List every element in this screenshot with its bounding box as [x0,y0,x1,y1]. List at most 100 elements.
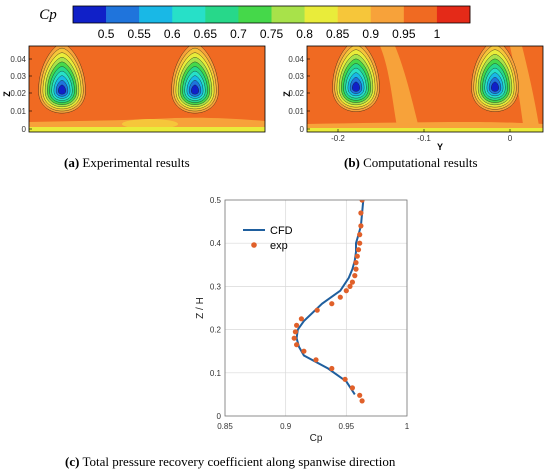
legend-label-cfd: CFD [270,225,293,237]
colorbar-swatch [337,6,372,23]
colorbar-swatch [304,6,338,23]
contour-b-ylabel: Z [282,91,292,97]
xtick-label: -0.2 [331,134,345,143]
colorbar: 0.5 0.55 0.6 0.65 0.7 0.75 0.8 0.85 0.9 0.95 1 [72,5,471,41]
chart-xlabel: Cp [310,433,323,444]
colorbar-swatch [271,6,305,23]
vortex-right [171,46,219,114]
data-point-exp [337,294,343,300]
contour-streak [510,46,540,132]
vortex-left [332,46,380,112]
colorbar-swatch [370,6,405,23]
data-point-exp [343,288,349,294]
colorbar-tick-label: 0.55 [127,27,151,41]
caption-c-text: Total pressure recovery coefficient alon… [79,454,396,469]
colorbar-tick-label: 0.5 [98,27,115,41]
caption-a-text: Experimental results [79,155,190,170]
colorbar-swatch [106,6,140,23]
caption-c: (c) Total pressure recovery coefficient … [65,454,395,470]
contour-wall-band [29,127,265,132]
data-point-exp [347,283,353,289]
contour-lower-lobe [122,119,178,129]
contour-a-yticks: 0.04 0.03 0.02 0.01 0 [10,55,32,134]
contour-panel-experimental: Z 0.04 0.03 0.02 0.01 0 [2,45,266,134]
contour-a-ylabel: Z [2,91,12,97]
colorbar-swatch [403,6,438,23]
xtick-label: 0 [508,134,513,143]
colorbar-tick-label: 0.75 [260,27,284,41]
contour-b-ticks: 0.04 0.03 0.02 0.01 0 -0.2 -0.1 0 [288,55,512,143]
xtick-label: 0.85 [217,422,233,431]
data-point-exp [358,223,364,229]
data-point-exp [313,357,319,363]
colorbar-tick-label: 1 [434,27,441,41]
xtick-label: -0.1 [417,134,431,143]
colorbar-swatch [139,6,173,23]
ytick-label: 0.02 [10,89,26,98]
data-point-exp [357,240,363,246]
vortex-left [38,46,86,114]
caption-b: (b) Computational results [344,155,478,171]
colorbar-swatch [205,6,239,23]
data-point-exp [298,316,304,322]
ytick-label: 0.2 [210,326,222,335]
colorbar-title: Cp [39,7,57,23]
ytick-label: 0.1 [210,369,222,378]
ytick-label: 0.03 [288,72,304,81]
ytick-label: 0.01 [288,107,304,116]
ytick-label: 0.01 [10,107,26,116]
ytick-label: 0.4 [210,239,222,248]
vortex-right [471,46,519,112]
ytick-label: 0 [217,412,222,421]
chart-ticks: 0.85 0.9 0.95 1 0 0.1 0.2 0.3 0.4 0.5 [210,196,410,431]
colorbar-swatch [73,6,107,23]
data-point-exp [329,365,335,372]
ytick-label: 0.3 [210,282,222,291]
data-point-exp [354,253,360,259]
xtick-label: 0.9 [280,422,292,431]
data-point-exp [294,342,300,348]
data-point-exp [355,247,362,253]
ytick-label: 0.04 [288,55,304,64]
ytick-label: 0 [22,125,27,134]
data-point-exp [359,398,365,404]
contour-panel-computational: Z Y 0.04 0.03 0.02 0.01 0 -0.2 -0.1 0 [282,45,544,152]
data-point-exp [314,307,320,313]
contour-level [352,81,360,92]
data-point-exp [349,385,355,391]
ytick-label: 0.5 [210,196,222,205]
contour-b-xlabel: Y [437,142,443,152]
ytick-label: 0.03 [10,72,26,81]
contour-level [58,84,66,95]
contour-level [191,84,199,95]
caption-b-label: (b) [344,155,360,170]
colorbar-tick-label: 0.9 [362,27,379,41]
data-point-exp [291,335,297,341]
contour-frame [306,45,544,133]
data-point-exp [292,329,298,335]
data-point-exp [357,392,363,398]
data-point-exp [301,348,307,354]
plot-frame [224,199,408,417]
data-point-exp [349,279,355,285]
colorbar-tick-label: 0.65 [194,27,218,41]
colorbar-tick-label: 0.85 [326,27,350,41]
data-point-exp [342,376,348,382]
chart-ylabel: Z / H [195,297,206,319]
ytick-label: 0.02 [288,89,304,98]
data-point-exp [353,260,359,266]
colorbar-tick-label: 0.7 [230,27,247,41]
legend-swatch-exp [251,242,257,248]
data-point-exp [352,273,358,279]
colorbar-swatch [436,6,471,23]
ytick-label: 0.04 [10,55,26,64]
pressure-recovery-chart: 0.85 0.9 0.95 1 0 0.1 0.2 0.3 0.4 0.5 Cp Z / H CF… [195,196,410,444]
colorbar-swatch [238,6,272,23]
data-point-exp [329,301,335,307]
data-point-exp [353,266,359,272]
legend-label-exp: exp [270,240,288,252]
data-point-exp [294,322,300,328]
xtick-label: 0.95 [339,422,355,431]
xtick-label: 1 [405,422,410,431]
colorbar-swatch [172,6,206,23]
